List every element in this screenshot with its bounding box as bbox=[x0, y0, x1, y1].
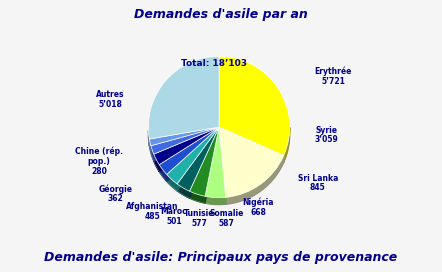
Text: Sri Lanka
845: Sri Lanka 845 bbox=[297, 174, 338, 192]
Polygon shape bbox=[151, 127, 219, 153]
Text: Tunisie
577: Tunisie 577 bbox=[184, 209, 215, 228]
Wedge shape bbox=[154, 127, 219, 165]
Polygon shape bbox=[159, 127, 219, 172]
Text: Nigéria
668: Nigéria 668 bbox=[243, 198, 274, 217]
Polygon shape bbox=[151, 146, 154, 161]
Polygon shape bbox=[190, 127, 219, 198]
Polygon shape bbox=[205, 196, 226, 205]
Text: Géorgie
362: Géorgie 362 bbox=[99, 184, 133, 203]
Polygon shape bbox=[219, 127, 226, 204]
Wedge shape bbox=[219, 56, 290, 156]
Text: Demandes d'asile: Principaux pays de provenance: Demandes d'asile: Principaux pays de pro… bbox=[44, 251, 398, 264]
Polygon shape bbox=[205, 127, 219, 203]
Polygon shape bbox=[205, 127, 219, 203]
Polygon shape bbox=[284, 127, 290, 162]
Polygon shape bbox=[177, 127, 219, 191]
Polygon shape bbox=[149, 127, 219, 146]
Polygon shape bbox=[219, 127, 284, 162]
Polygon shape bbox=[167, 127, 219, 181]
Text: Chine (rép.
pop.)
280: Chine (rép. pop.) 280 bbox=[75, 147, 123, 176]
Wedge shape bbox=[159, 127, 219, 174]
Polygon shape bbox=[219, 127, 226, 204]
Wedge shape bbox=[219, 127, 284, 197]
Wedge shape bbox=[167, 127, 219, 184]
Text: Syrie
3’059: Syrie 3’059 bbox=[314, 125, 338, 144]
Polygon shape bbox=[149, 127, 219, 146]
Text: Demandes d'asile par an: Demandes d'asile par an bbox=[134, 8, 308, 21]
Text: Erythrée
5’721: Erythrée 5’721 bbox=[314, 66, 352, 86]
Polygon shape bbox=[154, 127, 219, 161]
Text: Autres
5’018: Autres 5’018 bbox=[96, 90, 125, 109]
Polygon shape bbox=[151, 127, 219, 153]
Polygon shape bbox=[190, 127, 219, 198]
Polygon shape bbox=[177, 184, 190, 198]
Polygon shape bbox=[190, 191, 205, 203]
Wedge shape bbox=[151, 127, 219, 154]
Wedge shape bbox=[149, 56, 219, 139]
Polygon shape bbox=[149, 139, 151, 153]
Polygon shape bbox=[159, 165, 167, 181]
Wedge shape bbox=[149, 127, 219, 146]
Text: Afghanistan
485: Afghanistan 485 bbox=[126, 202, 179, 221]
Polygon shape bbox=[226, 156, 284, 204]
Text: Total: 18’103: Total: 18’103 bbox=[181, 59, 247, 68]
Polygon shape bbox=[154, 127, 219, 161]
Polygon shape bbox=[159, 127, 219, 172]
Polygon shape bbox=[219, 127, 284, 162]
Wedge shape bbox=[205, 127, 226, 198]
Wedge shape bbox=[190, 127, 219, 196]
Text: Somalie
587: Somalie 587 bbox=[210, 209, 244, 228]
Polygon shape bbox=[154, 154, 159, 172]
Polygon shape bbox=[167, 127, 219, 181]
Polygon shape bbox=[177, 127, 219, 191]
Polygon shape bbox=[167, 174, 177, 191]
Wedge shape bbox=[177, 127, 219, 191]
Text: Maroc
501: Maroc 501 bbox=[160, 207, 187, 226]
